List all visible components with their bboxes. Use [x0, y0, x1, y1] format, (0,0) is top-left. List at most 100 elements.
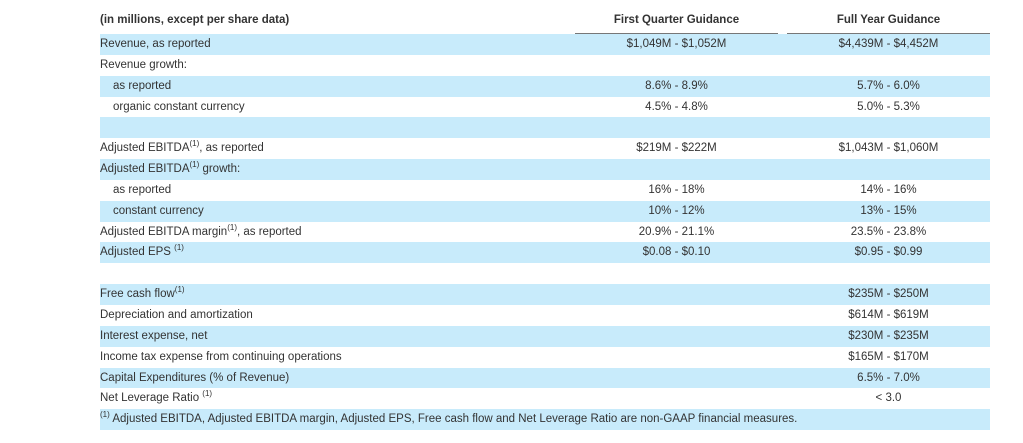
units-label: (in millions, except per share data) [100, 14, 290, 26]
row-label: as reported [100, 180, 566, 201]
row-label: Adjusted EBITDA(1), as reported [100, 138, 566, 159]
row-label-suffix: growth: [199, 163, 241, 176]
footnote-row: (1) Adjusted EBITDA, Adjusted EBITDA mar… [100, 409, 990, 431]
table-row [100, 117, 990, 139]
row-label-text: Depreciation and amortization [100, 308, 253, 321]
row-label-text: Revenue, as reported [100, 37, 211, 50]
table-row: organic constant currency 4.5% - 4.8% 5.0%… [100, 97, 990, 118]
row-label: Adjusted EBITDA(1) growth: [100, 159, 566, 180]
full-year-value: $235M - $250M [787, 284, 990, 305]
table-row: Capital Expenditures (% of Revenue) 6.5% … [100, 367, 990, 389]
row-label: Interest expense, net [100, 325, 566, 347]
row-label: Depreciation and amortization [100, 305, 566, 326]
footnote-text: Adjusted EBITDA, Adjusted EBITDA margin,… [109, 413, 798, 426]
header-row: (in millions, except per share data) Fir… [100, 10, 990, 34]
table-row: Net Leverage Ratio (1) < 3.0 [100, 388, 990, 409]
first-quarter-value [575, 347, 778, 368]
row-label-text: constant currency [113, 204, 204, 217]
row-label [100, 117, 566, 139]
row-label: Capital Expenditures (% of Revenue) [100, 367, 566, 389]
row-label: Adjusted EBITDA margin(1), as reported [100, 222, 566, 243]
row-label-text: as reported [113, 79, 172, 92]
table-row: Revenue growth: [100, 55, 990, 76]
table-row: Income tax expense from continuing opera… [100, 347, 990, 368]
table-row: Interest expense, net $230M - $235M [100, 325, 990, 347]
first-quarter-value [575, 305, 778, 326]
first-quarter-value: 20.9% - 21.1% [638, 225, 715, 238]
footnote-marker: (1) [100, 410, 110, 420]
footnote-marker: (1) [189, 160, 200, 170]
row-label: Net Leverage Ratio (1) [100, 388, 566, 409]
full-year-value: $614M - $619M [848, 308, 929, 321]
row-label: constant currency [100, 200, 566, 222]
first-quarter-value [575, 159, 778, 180]
row-label-suffix: , as reported [236, 225, 302, 238]
full-year-value: $1,043M - $1,060M [838, 142, 939, 155]
full-year-value [787, 117, 990, 139]
table-row [100, 263, 990, 284]
footnote-marker: (1) [189, 139, 200, 149]
first-quarter-value [575, 284, 778, 305]
table-row: as reported 8.6% - 8.9% 5.7% - 6.0% [100, 75, 990, 97]
row-label [100, 263, 566, 284]
footnote-marker: (1) [174, 285, 185, 295]
full-year-value: $0.95 - $0.99 [787, 242, 990, 264]
row-label: organic constant currency [100, 97, 566, 118]
full-year-value [787, 55, 990, 76]
footnote-marker: (1) [174, 243, 184, 253]
table-row: constant currency 10% - 12% 13% - 15% [100, 200, 990, 222]
first-quarter-value [575, 325, 778, 347]
row-label-text: Income tax expense from continuing opera… [100, 350, 342, 363]
table-row: as reported 16% - 18% 14% - 16% [100, 180, 990, 201]
row-label-text: Adjusted EBITDA [100, 142, 190, 155]
table-row: Adjusted EBITDA(1), as reported $219M - $… [100, 138, 990, 159]
row-label-text: Revenue growth: [100, 58, 187, 71]
full-year-value [787, 159, 990, 180]
row-label: Revenue growth: [100, 55, 566, 76]
row-label: Adjusted EPS (1) [100, 242, 566, 264]
row-label-text: as reported [113, 183, 172, 196]
first-quarter-value: $219M - $222M [636, 142, 717, 155]
table-row: Adjusted EBITDA margin(1), as reported 20… [100, 222, 990, 243]
footnote: (1) Adjusted EBITDA, Adjusted EBITDA mar… [100, 409, 990, 431]
full-year-value: 13% - 15% [787, 200, 990, 222]
full-year-value: $4,439M - $4,452M [787, 33, 990, 55]
row-label-text: Adjusted EBITDA [100, 163, 190, 176]
first-quarter-value [575, 367, 778, 389]
first-quarter-value [575, 263, 778, 284]
full-year-value: $165M - $170M [848, 350, 929, 363]
row-label-text: organic constant currency [113, 100, 245, 113]
table-row: Revenue, as reported $1,049M - $1,052M $4,… [100, 33, 990, 55]
guidance-table: (in millions, except per share data) Fir… [100, 10, 990, 431]
row-label-text: Net Leverage Ratio [100, 392, 203, 405]
row-label: Income tax expense from continuing opera… [100, 347, 566, 368]
row-label-text: Free cash flow [100, 288, 175, 301]
first-quarter-value [575, 55, 778, 76]
footnote-marker: (1) [202, 389, 213, 399]
full-year-value: 5.0% - 5.3% [857, 100, 920, 113]
row-label: Free cash flow(1) [100, 284, 566, 305]
table-row: Adjusted EPS (1) $0.08 - $0.10 $0.95 - $0.… [100, 242, 990, 264]
column-header-first-quarter: First Quarter Guidance [575, 10, 778, 34]
column-header-full-year: Full Year Guidance [787, 10, 990, 34]
first-quarter-value: 10% - 12% [575, 200, 778, 222]
table-row: Adjusted EBITDA(1) growth: [100, 159, 990, 180]
first-quarter-value: 16% - 18% [648, 183, 705, 196]
row-label: Revenue, as reported [100, 33, 566, 55]
footnote-marker: (1) [227, 222, 237, 232]
full-year-value: 23.5% - 23.8% [850, 225, 927, 238]
first-quarter-value: $1,049M - $1,052M [575, 33, 778, 55]
full-year-value: < 3.0 [875, 392, 902, 405]
row-label-text: Capital Expenditures (% of Revenue) [100, 371, 290, 384]
full-year-value: $230M - $235M [787, 325, 990, 347]
first-quarter-value: 8.6% - 8.9% [575, 75, 778, 97]
first-quarter-value [575, 117, 778, 139]
table-row: Depreciation and amortization $614M - $61… [100, 305, 990, 326]
first-quarter-value [575, 388, 778, 409]
row-label-text: Adjusted EBITDA margin [100, 225, 228, 238]
table-row: Free cash flow(1) $235M - $250M [100, 284, 990, 305]
first-quarter-value: 4.5% - 4.8% [645, 100, 708, 113]
full-year-value: 6.5% - 7.0% [787, 367, 990, 389]
row-label-text: Adjusted EPS [100, 246, 175, 259]
full-year-value [787, 263, 990, 284]
